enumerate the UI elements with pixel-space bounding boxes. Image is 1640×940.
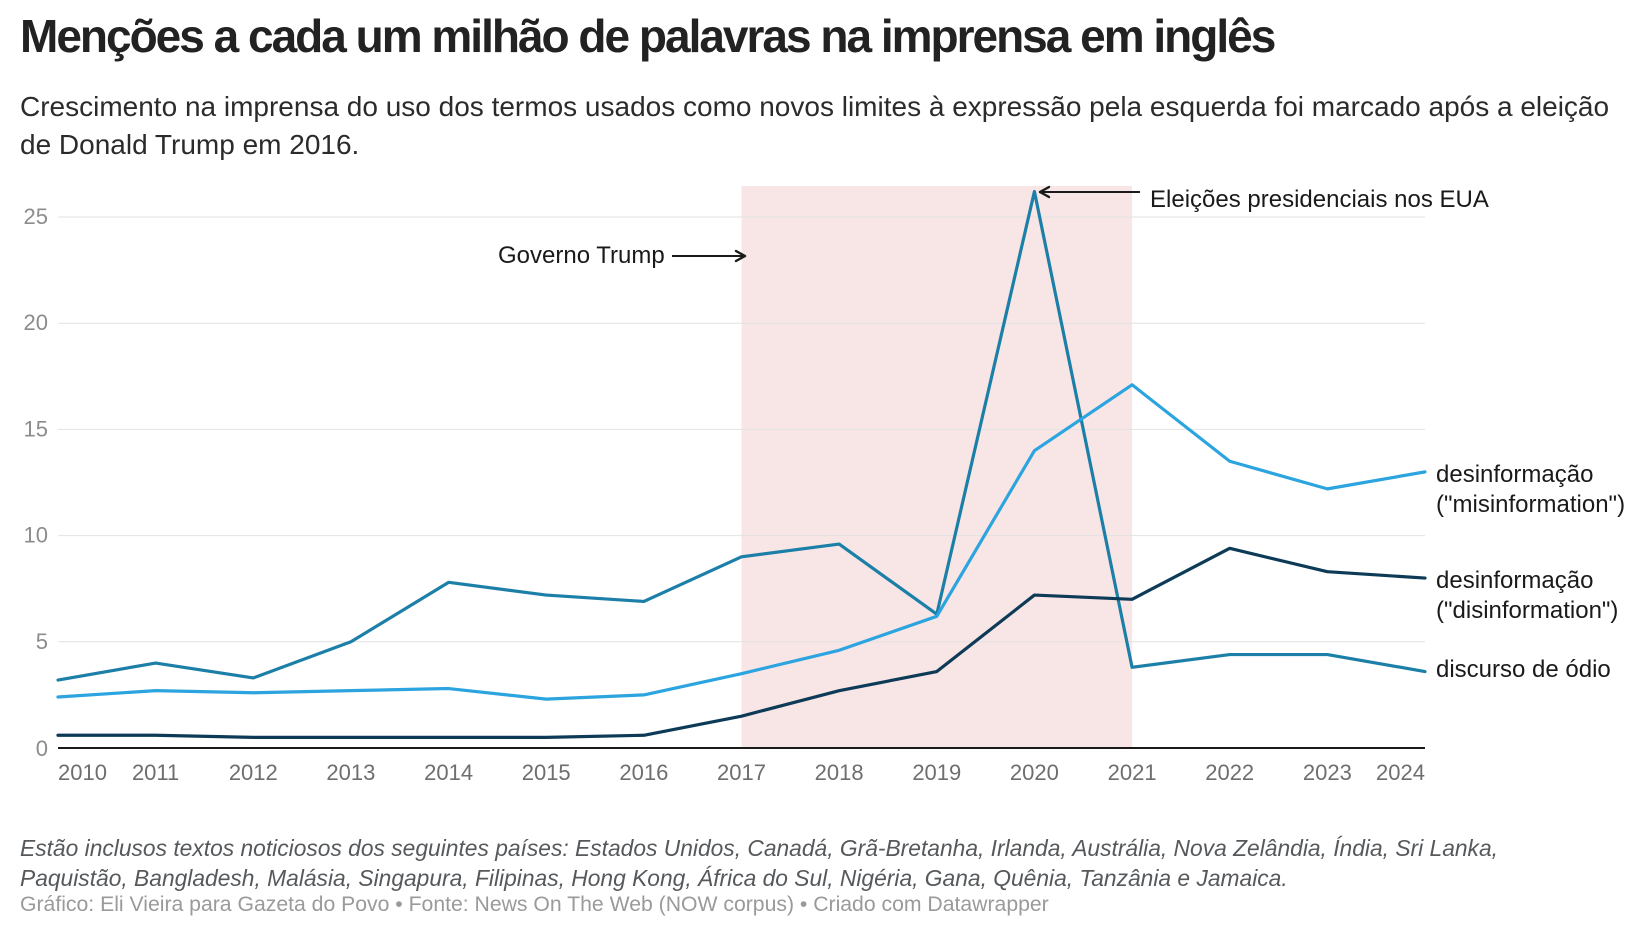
svg-text:2022: 2022 bbox=[1205, 760, 1254, 785]
svg-text:2020: 2020 bbox=[1010, 760, 1059, 785]
svg-text:2013: 2013 bbox=[326, 760, 375, 785]
svg-text:2021: 2021 bbox=[1108, 760, 1157, 785]
svg-text:2018: 2018 bbox=[815, 760, 864, 785]
svg-text:("misinformation"): ("misinformation") bbox=[1436, 491, 1625, 518]
svg-text:25: 25 bbox=[24, 204, 48, 229]
svg-text:15: 15 bbox=[24, 416, 48, 441]
svg-text:5: 5 bbox=[36, 629, 48, 654]
svg-text:2012: 2012 bbox=[229, 760, 278, 785]
svg-text:2019: 2019 bbox=[912, 760, 961, 785]
svg-text:2011: 2011 bbox=[132, 760, 179, 785]
svg-text:desinformação: desinformação bbox=[1436, 461, 1593, 488]
svg-text:Eleições presidenciais nos EUA: Eleições presidenciais nos EUA bbox=[1150, 186, 1489, 213]
svg-text:2023: 2023 bbox=[1303, 760, 1352, 785]
svg-text:2010: 2010 bbox=[58, 760, 107, 785]
svg-text:discurso de ódio: discurso de ódio bbox=[1436, 656, 1611, 683]
svg-text:2014: 2014 bbox=[424, 760, 473, 785]
svg-text:desinformação: desinformação bbox=[1436, 567, 1593, 594]
svg-text:2017: 2017 bbox=[717, 760, 766, 785]
svg-text:("disinformation"): ("disinformation") bbox=[1436, 597, 1618, 624]
svg-text:2015: 2015 bbox=[522, 760, 571, 785]
svg-text:10: 10 bbox=[24, 523, 48, 548]
svg-text:0: 0 bbox=[36, 736, 48, 761]
svg-text:20: 20 bbox=[24, 310, 48, 335]
svg-text:2024: 2024 bbox=[1376, 760, 1425, 785]
svg-text:Governo Trump: Governo Trump bbox=[498, 242, 665, 269]
svg-text:2016: 2016 bbox=[619, 760, 668, 785]
